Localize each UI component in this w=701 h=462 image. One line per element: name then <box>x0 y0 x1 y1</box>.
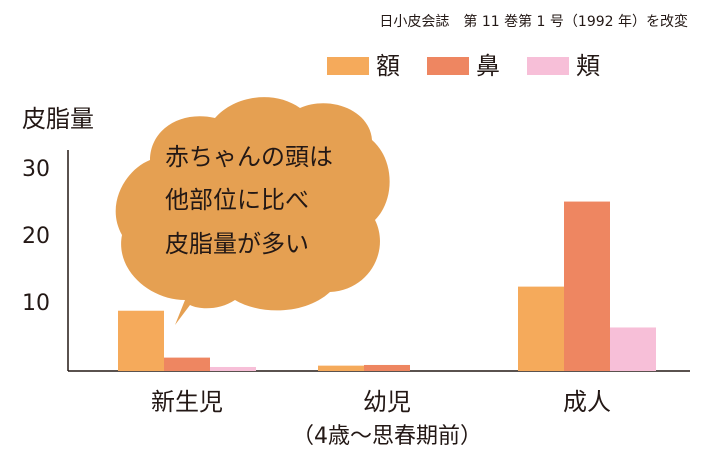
x-tick-label: 幼児 <box>363 388 411 416</box>
source-note: 日小皮会誌 第 11 巻第 1 号（1992 年）を改変 <box>379 13 688 30</box>
y-tick-label: 10 <box>22 291 50 316</box>
y-tick-label: 20 <box>22 224 50 249</box>
legend-label: 頬 <box>576 52 600 80</box>
legend-swatch <box>527 57 569 75</box>
x-tick-label: 成人 <box>563 388 611 416</box>
bar <box>610 327 656 371</box>
bar <box>164 357 210 371</box>
bar <box>564 201 610 371</box>
y-axis-label: 皮脂量 <box>22 105 94 133</box>
bar <box>318 365 364 371</box>
annotation-line: 他部位に比べ <box>165 186 309 214</box>
x-tick-label: 新生児 <box>151 388 223 416</box>
legend-swatch <box>427 57 469 75</box>
legend-swatch <box>327 57 369 75</box>
annotation-line: 赤ちゃんの頭は <box>165 143 333 171</box>
bar <box>118 310 164 371</box>
y-tick-label: 30 <box>22 157 50 182</box>
bar <box>364 364 410 371</box>
bar <box>210 366 256 371</box>
legend-label: 鼻 <box>476 52 500 80</box>
bar <box>518 286 564 371</box>
legend-label: 額 <box>376 52 400 80</box>
annotation-line: 皮脂量が多い <box>165 230 309 258</box>
bars <box>118 201 656 371</box>
speech-bubble <box>115 97 390 325</box>
x-tick-note: （4歳～思春期前） <box>292 424 482 449</box>
